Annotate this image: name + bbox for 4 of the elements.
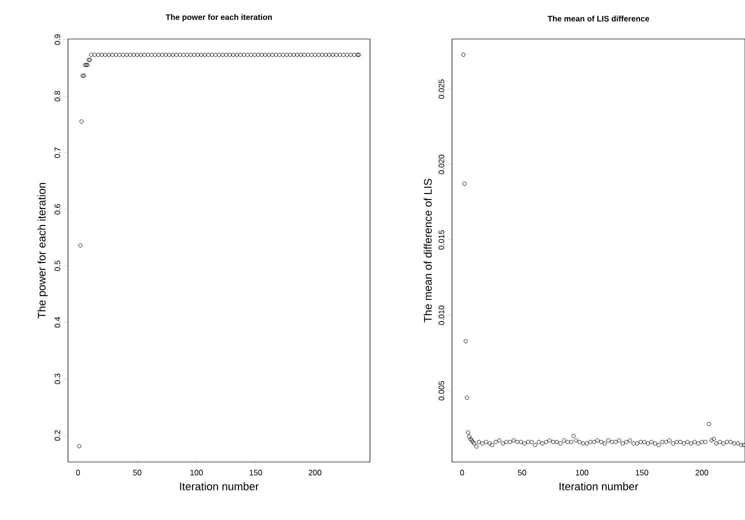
x-axis-title: Iteration number <box>180 482 259 490</box>
x-axis-title: Iteration number <box>560 482 638 490</box>
y-axis-title: The power for each iteration <box>38 183 48 318</box>
y-axis-title: The mean of difference of LIS <box>424 178 432 322</box>
